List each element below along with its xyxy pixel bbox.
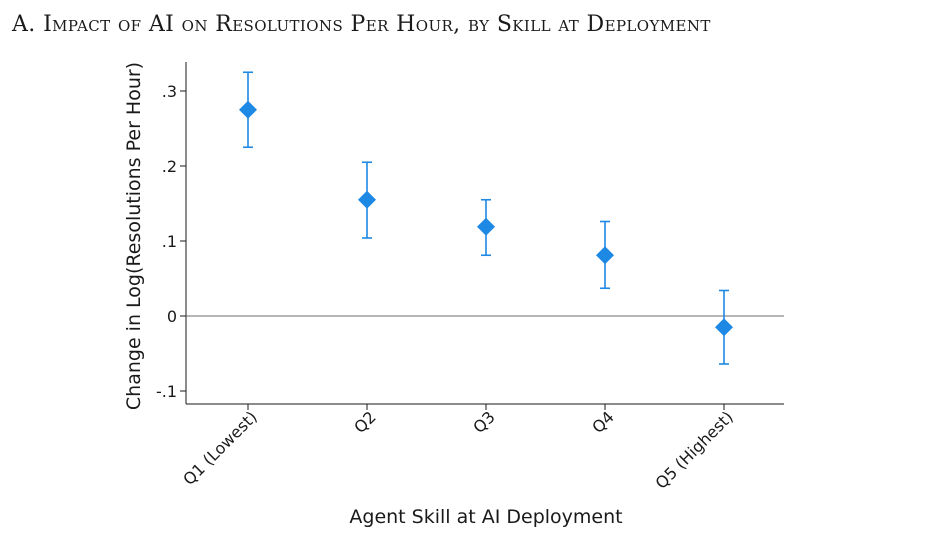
- chart-title: A. Impact of AI on Resolutions Per Hour,…: [12, 12, 711, 37]
- y-tick-label: .1: [162, 232, 177, 251]
- point-marker: [358, 190, 376, 209]
- x-tick-label: Q2: [350, 407, 380, 437]
- point-marker: [477, 217, 495, 236]
- x-tick-label: Q1 (Lowest): [179, 407, 261, 489]
- y-tick-label: -.1: [156, 382, 177, 401]
- x-tick-label: Q5 (Highest): [652, 407, 737, 492]
- x-axis-title: Agent Skill at AI Deployment: [349, 506, 622, 528]
- y-tick-label: .2: [162, 157, 177, 176]
- point-marker: [715, 318, 733, 337]
- y-axis-title: Change in Log(Resolutions Per Hour): [123, 62, 145, 410]
- x-tick-label: Q4: [588, 407, 618, 437]
- point-marker: [239, 100, 257, 119]
- y-tick-label: 0: [167, 307, 177, 326]
- x-tick-label: Q3: [469, 407, 499, 437]
- y-tick-label: .3: [162, 82, 177, 101]
- point-marker: [596, 246, 614, 265]
